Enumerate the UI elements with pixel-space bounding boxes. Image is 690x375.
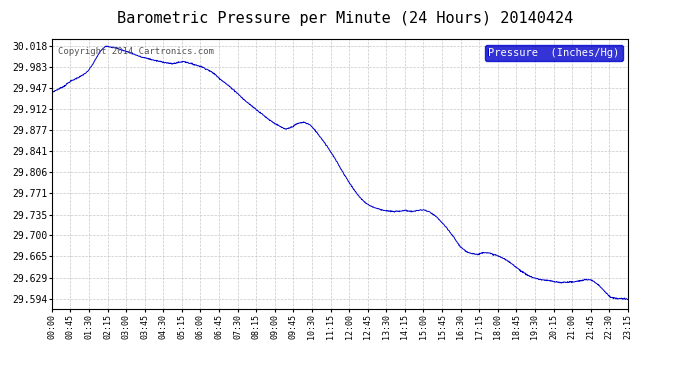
Text: Barometric Pressure per Minute (24 Hours) 20140424: Barometric Pressure per Minute (24 Hours… [117, 11, 573, 26]
Text: Copyright 2014 Cartronics.com: Copyright 2014 Cartronics.com [57, 48, 213, 57]
Legend: Pressure  (Inches/Hg): Pressure (Inches/Hg) [485, 45, 622, 61]
